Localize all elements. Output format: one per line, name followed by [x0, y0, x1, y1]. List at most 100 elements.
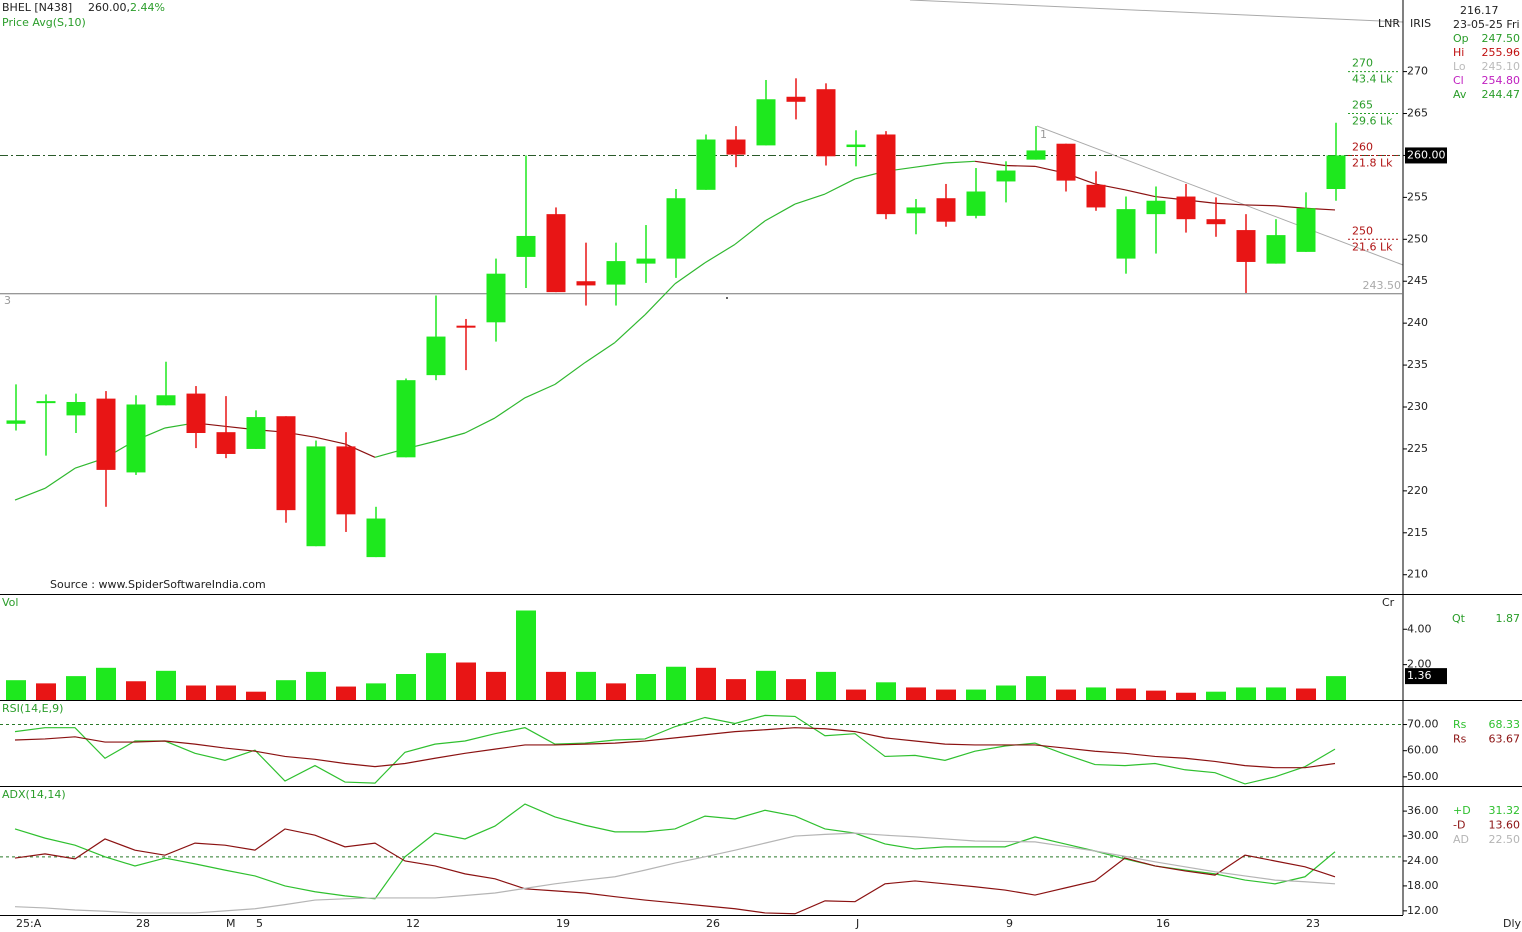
trend-line [1036, 125, 1404, 266]
volume-bar [546, 671, 566, 700]
y-tick-label: 4.00 [1407, 622, 1432, 635]
volume-bar [1326, 676, 1346, 700]
qty-value: 1.87 [1496, 612, 1521, 625]
candle-body [816, 89, 836, 157]
candle-body [486, 273, 506, 323]
candle-body [876, 134, 896, 215]
ma-label: Price Avg(S,10) [2, 16, 86, 29]
x-tick-label: 28 [136, 917, 150, 930]
candle-body [1146, 200, 1166, 215]
volume-bar [396, 674, 416, 700]
last-price-box [1405, 147, 1447, 164]
volume-bar [606, 683, 626, 700]
ohlc-key: Lo [1453, 60, 1466, 73]
x-tick-label: 5 [256, 917, 263, 930]
ohlc-key: Op [1453, 32, 1469, 45]
volume-bar [1056, 689, 1076, 700]
candle-body [1116, 209, 1136, 259]
y-tick-label: 2.00 [1407, 658, 1432, 671]
level-price: 265 [1352, 99, 1373, 112]
ma-segment [644, 283, 676, 316]
vol-unit: Cr [1382, 596, 1395, 609]
volume-bar [426, 653, 446, 700]
volume-bar [306, 671, 326, 700]
x-tick-label: 23 [1306, 917, 1320, 930]
candle-body [366, 518, 386, 558]
ohlc-key: Cl [1453, 74, 1464, 87]
volume-bar [1026, 676, 1046, 700]
y-tick-label: 250 [1407, 232, 1428, 245]
candle-body [786, 96, 806, 102]
volume-bar [636, 674, 656, 700]
candle-body [276, 416, 296, 511]
candle-body [546, 214, 566, 293]
candle-body [756, 99, 776, 146]
y-tick-label: 245 [1407, 274, 1428, 287]
volume-bar [1266, 687, 1286, 700]
y-tick-label: 60.00 [1407, 744, 1439, 757]
volume-bar [1146, 690, 1166, 700]
ma-segment [494, 397, 526, 419]
ma-segment [1124, 189, 1156, 198]
volume-bar [1116, 688, 1136, 700]
legend-value: 13.60 [1489, 819, 1521, 832]
level-price: 260 [1352, 140, 1373, 153]
candle-body [156, 395, 176, 406]
volume-bar [576, 671, 596, 700]
volume-bar [126, 681, 146, 700]
candle-body [846, 144, 866, 148]
ohlc-value: 245.10 [1482, 60, 1521, 73]
indicator-line [14, 828, 1336, 915]
ma-segment [584, 341, 616, 364]
last-volume-label: 1.36 [1407, 669, 1432, 682]
volume-bar [1236, 687, 1256, 700]
candle-body [516, 235, 536, 257]
trend-line [909, 0, 1404, 23]
legend-key: -D [1453, 819, 1465, 832]
ohlc-key: Av [1453, 88, 1467, 101]
y-tick-label: 70.00 [1407, 718, 1439, 731]
volume-bar [996, 685, 1016, 700]
ma-segment [734, 220, 766, 245]
candle-body [576, 281, 596, 286]
volume-bar [66, 676, 86, 700]
y-tick-label: 240 [1407, 316, 1428, 329]
volume-bar [456, 662, 476, 700]
ohlc-key: Hi [1453, 46, 1464, 59]
indicator-line [14, 727, 1336, 769]
x-tick-label: 16 [1156, 917, 1170, 930]
candle-body [696, 139, 716, 190]
date: 23-05-25 Fri [1453, 18, 1520, 31]
symbol: BHEL [N438] [2, 1, 72, 14]
ohlc-value: 254.80 [1482, 74, 1521, 87]
ma-segment [944, 160, 976, 164]
volume-bar [846, 689, 866, 700]
volume-bar [756, 670, 776, 700]
candle-body [336, 446, 356, 515]
ma-segment [704, 243, 736, 264]
volume-bar [936, 689, 956, 700]
y-tick-label: 12.00 [1407, 904, 1439, 917]
tag: IRIS [1410, 17, 1431, 30]
volume-bar [246, 691, 266, 700]
candle-body [606, 261, 626, 285]
x-tick-label: J [855, 917, 859, 930]
candle-body [186, 393, 206, 434]
y-tick-label: 30.00 [1407, 829, 1439, 842]
change: 2.44% [130, 1, 165, 14]
volume-bar [6, 680, 26, 700]
ma-segment [1244, 204, 1276, 207]
qty-key: Qt [1452, 612, 1466, 625]
candle-body [1026, 150, 1046, 160]
dot [726, 297, 728, 299]
legend-key: Rs [1453, 733, 1467, 746]
candle-body [36, 401, 56, 404]
volume-bar [36, 683, 56, 700]
candle-body [96, 398, 116, 470]
x-tick-label: 12 [406, 917, 420, 930]
level-volume: 21.8 Lk [1352, 156, 1393, 169]
volume-bar [786, 679, 806, 700]
volume-bar [276, 680, 296, 700]
candle-body [966, 191, 986, 216]
